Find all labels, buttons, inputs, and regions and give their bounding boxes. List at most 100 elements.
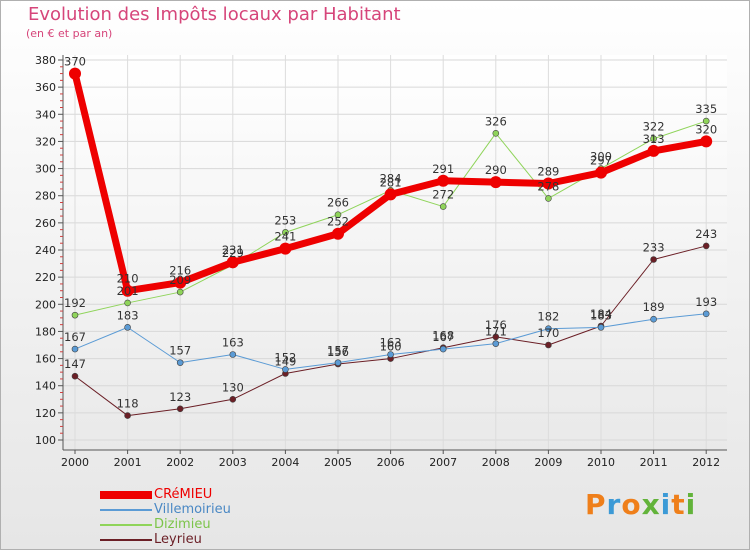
data-point-cr-mieu [542, 177, 555, 190]
data-label-cr-mieu: 370 [64, 55, 86, 69]
legend-swatch [100, 523, 152, 526]
data-label-dizimieu: 192 [64, 296, 86, 310]
legend-item-villemoirieu: Villemoirieu [100, 502, 231, 517]
data-point-villemoirieu [71, 345, 79, 353]
data-label-cr-mieu: 210 [117, 272, 139, 286]
line-chart: 100 120 140 160 180 200 220 240 260 280 300 320 340 3… [35, 54, 727, 469]
plot-area [63, 55, 727, 450]
data-point-villemoirieu [176, 359, 184, 366]
y-tick-label: 200 [35, 298, 56, 311]
data-label-villemoirieu: 167 [432, 330, 454, 344]
data-point-villemoirieu [229, 351, 237, 358]
data-label-leyrieu: 149 [274, 355, 296, 369]
data-point-leyrieu [71, 372, 79, 380]
data-label-cr-mieu: 320 [695, 122, 717, 136]
data-point-villemoirieu [334, 359, 342, 366]
legend-swatch [100, 490, 152, 499]
data-label-dizimieu: 209 [169, 273, 191, 287]
x-tick-label: 2012 [692, 456, 720, 469]
x-tick-label: 2008 [482, 456, 510, 469]
data-point-cr-mieu [700, 135, 713, 148]
legend-label: Villemoirieu [154, 502, 231, 517]
data-point-villemoirieu [545, 325, 552, 333]
y-tick-label: 280 [35, 190, 56, 203]
data-point-cr-mieu [332, 227, 344, 240]
data-point-dizimieu [439, 203, 447, 210]
legend-label: Leyrieu [154, 532, 202, 547]
data-point-dizimieu [650, 135, 657, 143]
x-tick-label: 2006 [377, 456, 405, 469]
y-tick-label: 120 [35, 407, 56, 420]
legend-label: Dizimieu [154, 517, 211, 532]
data-point-villemoirieu [124, 324, 131, 331]
data-point-leyrieu [650, 256, 657, 263]
data-point-leyrieu [545, 341, 552, 349]
y-tick-label: 320 [35, 135, 56, 148]
legend-label: CRéMIEU [154, 487, 213, 502]
data-point-dizimieu [492, 129, 500, 137]
x-tick-label: 2009 [534, 456, 562, 469]
data-label-leyrieu: 243 [695, 227, 717, 241]
data-label-leyrieu: 168 [432, 329, 454, 343]
data-label-leyrieu: 184 [590, 307, 612, 321]
data-label-villemoirieu: 152 [274, 350, 296, 364]
data-label-cr-mieu: 216 [169, 264, 191, 278]
y-tick-label: 140 [35, 380, 56, 393]
y-tick-label: 380 [35, 54, 56, 67]
y-tick-label: 220 [35, 271, 56, 284]
data-point-leyrieu [492, 333, 500, 341]
data-point-cr-mieu [226, 256, 239, 269]
data-point-cr-mieu [174, 276, 187, 289]
data-point-cr-mieu [69, 67, 81, 80]
data-point-dizimieu [176, 288, 184, 296]
data-label-cr-mieu: 289 [537, 165, 559, 179]
y-tick-label: 240 [35, 244, 56, 257]
data-label-dizimieu: 278 [537, 179, 559, 193]
data-label-cr-mieu: 297 [590, 154, 612, 168]
y-tick-label: 160 [35, 353, 56, 366]
data-label-villemoirieu: 163 [222, 336, 244, 350]
x-tick-label: 2005 [324, 456, 352, 469]
chart-title: Evolution des Impôts locaux par Habitant [28, 4, 401, 25]
data-label-leyrieu: 123 [169, 390, 191, 404]
data-label-villemoirieu: 157 [169, 344, 191, 358]
data-point-villemoirieu [597, 324, 605, 331]
logo-letter: i [660, 488, 672, 521]
data-point-cr-mieu [384, 188, 397, 201]
data-label-villemoirieu: 171 [485, 325, 507, 339]
x-tick-label: 2000 [61, 456, 89, 469]
data-label-dizimieu: 335 [695, 102, 717, 116]
data-point-villemoirieu [702, 310, 710, 318]
data-label-dizimieu: 272 [432, 188, 454, 202]
data-label-cr-mieu: 281 [380, 175, 402, 189]
data-label-cr-mieu: 241 [274, 230, 296, 244]
data-point-villemoirieu [282, 366, 289, 373]
data-label-leyrieu: 147 [64, 357, 86, 371]
data-point-villemoirieu [492, 340, 500, 347]
data-label-villemoirieu: 189 [643, 300, 665, 314]
data-point-cr-mieu [437, 174, 450, 187]
data-label-cr-mieu: 313 [643, 132, 665, 146]
data-point-leyrieu [702, 242, 710, 250]
data-label-leyrieu: 170 [537, 326, 559, 340]
x-tick-label: 2010 [587, 456, 615, 469]
data-point-villemoirieu [439, 345, 447, 353]
data-label-cr-mieu: 291 [432, 162, 454, 176]
data-point-cr-mieu [595, 166, 607, 179]
data-point-cr-mieu [489, 176, 502, 189]
y-tick-label: 360 [35, 81, 56, 94]
y-tick-label: 300 [35, 163, 56, 176]
data-point-dizimieu [334, 211, 342, 219]
y-tick-label: 260 [35, 217, 56, 230]
data-label-leyrieu: 118 [117, 397, 139, 411]
data-label-dizimieu: 229 [222, 246, 244, 260]
data-label-villemoirieu: 193 [695, 295, 717, 309]
data-label-leyrieu: 160 [380, 340, 402, 354]
x-tick-label: 2002 [166, 456, 194, 469]
data-label-cr-mieu: 252 [327, 215, 349, 229]
x-tick-label: 2003 [219, 456, 247, 469]
data-labels: 147 118 123 130 149 156 160 168 176 170 184 233 243 1… [64, 55, 717, 411]
data-label-villemoirieu: 182 [537, 310, 559, 324]
legend-item-cr-mieu: CRéMIEU [100, 487, 231, 502]
data-label-dizimieu: 201 [117, 284, 139, 298]
